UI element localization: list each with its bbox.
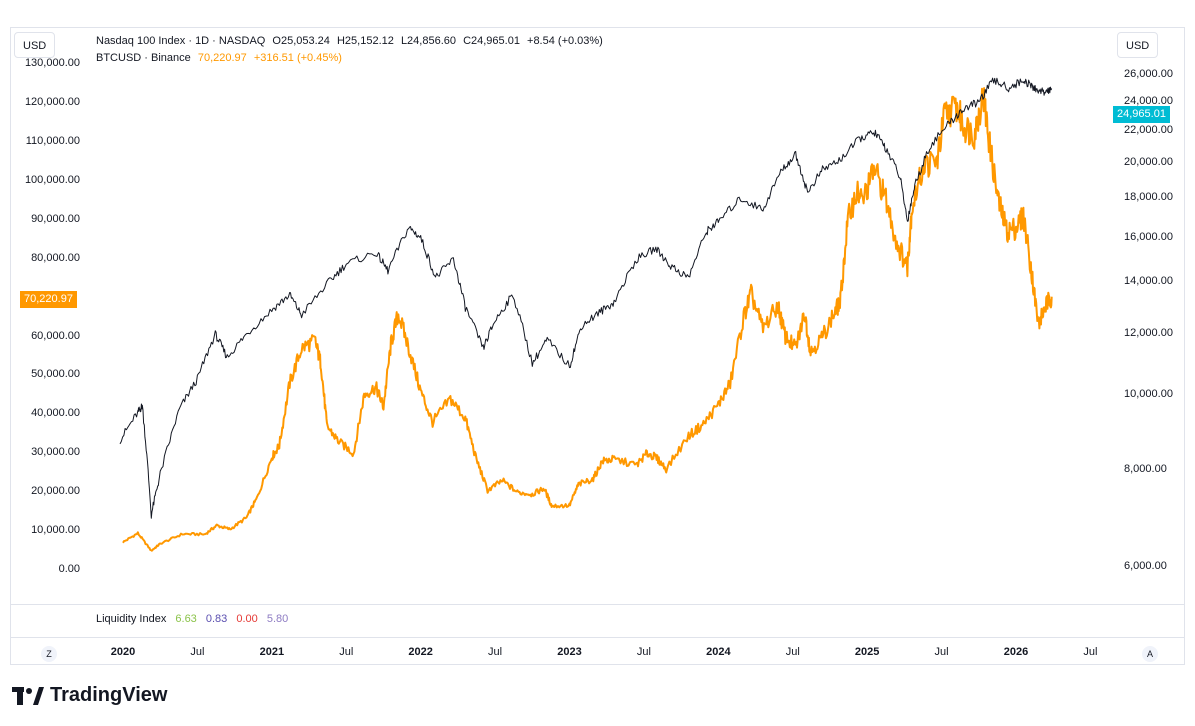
left-axis-tick-label: 30,000.00	[31, 446, 80, 459]
time-axis-tick-label: 2025	[854, 646, 880, 658]
time-axis-tick-label: 2021	[259, 646, 285, 658]
tradingview-brand[interactable]: TradingView	[12, 684, 167, 707]
right-axis-tick-label: 20,000.00	[1124, 155, 1173, 168]
brand-text: TradingView	[50, 684, 168, 706]
indicator-pane-separator[interactable]	[10, 604, 1185, 605]
main-high-value: H25,152.12	[336, 35, 394, 47]
left-axis-tick-label: 10,000.00	[31, 524, 80, 537]
left-axis-tick-label: 60,000.00	[31, 329, 80, 342]
right-axis-tick-label: 12,000.00	[1124, 327, 1173, 340]
indicator-value-2: 0.83	[205, 613, 228, 625]
left-axis-tick-label: 130,000.00	[24, 56, 80, 69]
left-currency-button[interactable]: USD	[14, 32, 56, 58]
indicator-value-3: 0.00	[236, 613, 258, 625]
time-axis-tick-label: Jul	[636, 646, 651, 658]
left-axis-tick-label: 80,000.00	[31, 251, 80, 264]
right-axis-tick-label: 22,000.00	[1124, 123, 1173, 136]
overlay-series-legend[interactable]: BTCUSD · Binance 70,220.97 +316.51 (+0.4…	[96, 52, 346, 64]
left-axis-tick-label: 40,000.00	[31, 407, 80, 420]
time-axis-tick-label: 2022	[408, 646, 433, 658]
time-axis-tick-label: 2023	[557, 646, 582, 658]
left-axis-tick-label: 90,000.00	[31, 212, 80, 225]
indicator-name: Liquidity Index	[96, 613, 167, 625]
right-currency-button[interactable]: USD	[1117, 32, 1159, 58]
tradingview-logo-icon	[12, 686, 44, 705]
main-change-value: +8.54 (+0.03%)	[527, 35, 603, 47]
liquidity-index-legend[interactable]: Liquidity Index 6.63 0.83 0.00 5.80	[96, 613, 294, 625]
left-axis-tick-label: 50,000.00	[31, 368, 80, 381]
right-axis-tick-label: 18,000.00	[1124, 191, 1173, 204]
right-axis-tick-label: 26,000.00	[1124, 67, 1173, 80]
time-axis-tick-label: Jul	[934, 646, 949, 658]
time-axis-tick-label: 2026	[1003, 646, 1029, 658]
left-axis-tick-label: 110,000.00	[25, 134, 80, 147]
nasdaq-last-price-tag: 24,965.01	[1113, 106, 1170, 123]
left-axis-tick-label: 20,000.00	[31, 485, 80, 498]
indicator-value-1: 6.63	[175, 613, 197, 625]
overlay-symbol-label: BTCUSD · Binance	[96, 52, 191, 64]
time-axis-tick-label: 2024	[706, 646, 731, 658]
right-axis-tick-label: 10,000.00	[1124, 388, 1173, 401]
btc-last-price-tag: 70,220.97	[20, 291, 77, 308]
right-axis-tick-label: 16,000.00	[1124, 230, 1173, 243]
main-symbol-label: Nasdaq 100 Index · 1D · NASDAQ	[96, 35, 266, 47]
right-axis-tick-label: 24,000.00	[1124, 94, 1173, 107]
btc-price-line[interactable]	[122, 87, 1053, 552]
time-axis-separator	[10, 637, 1185, 638]
time-axis-tick-label: Jul	[190, 646, 205, 658]
time-axis-tick-label: Jul	[488, 646, 503, 658]
nasdaq-price-line[interactable]	[119, 77, 1053, 519]
main-close-value: C24,965.01	[463, 35, 520, 47]
right-axis-tick-label: 14,000.00	[1124, 275, 1173, 288]
overlay-change-value: +316.51 (+0.45%)	[253, 52, 342, 64]
time-axis-tick-label: Jul	[785, 646, 800, 658]
time-axis-tick-label: Jul	[1083, 646, 1098, 658]
main-series-legend[interactable]: Nasdaq 100 Index · 1D · NASDAQ O25,053.2…	[96, 35, 607, 47]
chart-frame	[10, 27, 1185, 665]
right-axis-tick-label: 8,000.00	[1124, 463, 1167, 476]
time-axis-tick-label: Jul	[339, 646, 354, 658]
main-low-value: L24,856.60	[400, 35, 456, 47]
time-axis-tick-label: 2020	[110, 646, 136, 658]
left-axis-tick-label: 100,000.00	[24, 173, 80, 186]
right-axis-tick-label: 6,000.00	[1124, 559, 1167, 572]
left-axis-tick-label: 0.00	[58, 563, 80, 576]
indicator-value-4: 5.80	[266, 613, 289, 625]
left-axis-tick-label: 120,000.00	[24, 95, 80, 108]
timezone-button[interactable]: Z	[41, 646, 57, 662]
overlay-price-value: 70,220.97	[197, 52, 247, 64]
main-open-value: O25,053.24	[272, 35, 330, 47]
auto-scale-button[interactable]: A	[1142, 646, 1158, 662]
